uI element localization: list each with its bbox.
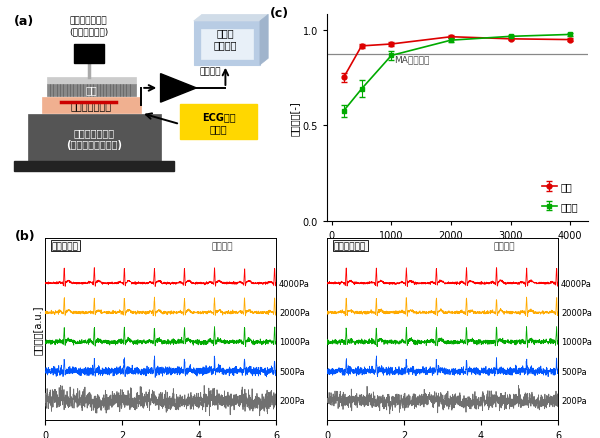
Text: 皮膚ファントム: 皮膚ファントム [71,101,112,111]
Bar [180,105,257,140]
Bar [14,162,175,172]
Text: 接触圧力: 接触圧力 [211,241,233,251]
Text: オシロ
スコープ: オシロ スコープ [214,28,237,50]
Bar [194,22,260,66]
Text: アクチュエータ
(人体の動きを再現): アクチュエータ (人体の動きを再現) [67,128,122,149]
Text: 1000Pa: 1000Pa [279,338,310,346]
Text: 呼吸を再現: 呼吸を再現 [52,241,79,251]
Legend: 呼吸, 深呼吸: 呼吸, 深呼吸 [538,177,583,216]
Polygon shape [194,15,268,22]
Text: 増幅回路: 増幅回路 [199,67,221,76]
Text: 500Pa: 500Pa [561,367,587,376]
Bar [74,45,104,64]
Text: (b): (b) [15,230,35,243]
Text: 2000Pa: 2000Pa [279,308,310,317]
Bar [47,78,136,84]
Text: (c): (c) [269,7,289,20]
Text: 衣類: 衣類 [86,85,97,95]
Text: (a): (a) [14,15,35,28]
Bar [200,30,253,60]
Bar [28,115,161,162]
Text: 200Pa: 200Pa [279,396,305,406]
Text: MA発生閾値: MA発生閾値 [394,55,430,64]
Y-axis label: 心電信号[a.u.]: 心電信号[a.u.] [32,305,42,354]
Bar [42,98,141,114]
Text: 500Pa: 500Pa [279,367,305,376]
Y-axis label: 相関係数[-]: 相関係数[-] [290,101,300,136]
Polygon shape [260,15,268,66]
Text: 2000Pa: 2000Pa [561,308,592,317]
Text: フォースゲージ
(接触圧力測定): フォースゲージ (接触圧力測定) [69,17,109,36]
Polygon shape [161,74,196,103]
Text: 深呼吸を再現: 深呼吸を再現 [334,241,366,251]
Text: 4000Pa: 4000Pa [561,279,592,288]
X-axis label: 接触圧力[Pa]: 接触圧力[Pa] [436,246,479,256]
Text: 1000Pa: 1000Pa [561,338,592,346]
Text: 接触圧力: 接触圧力 [493,241,515,251]
Text: ECG信号
発生器: ECG信号 発生器 [202,112,235,134]
Text: 4000Pa: 4000Pa [279,279,310,288]
Bar [47,84,136,96]
Text: 200Pa: 200Pa [561,396,587,406]
